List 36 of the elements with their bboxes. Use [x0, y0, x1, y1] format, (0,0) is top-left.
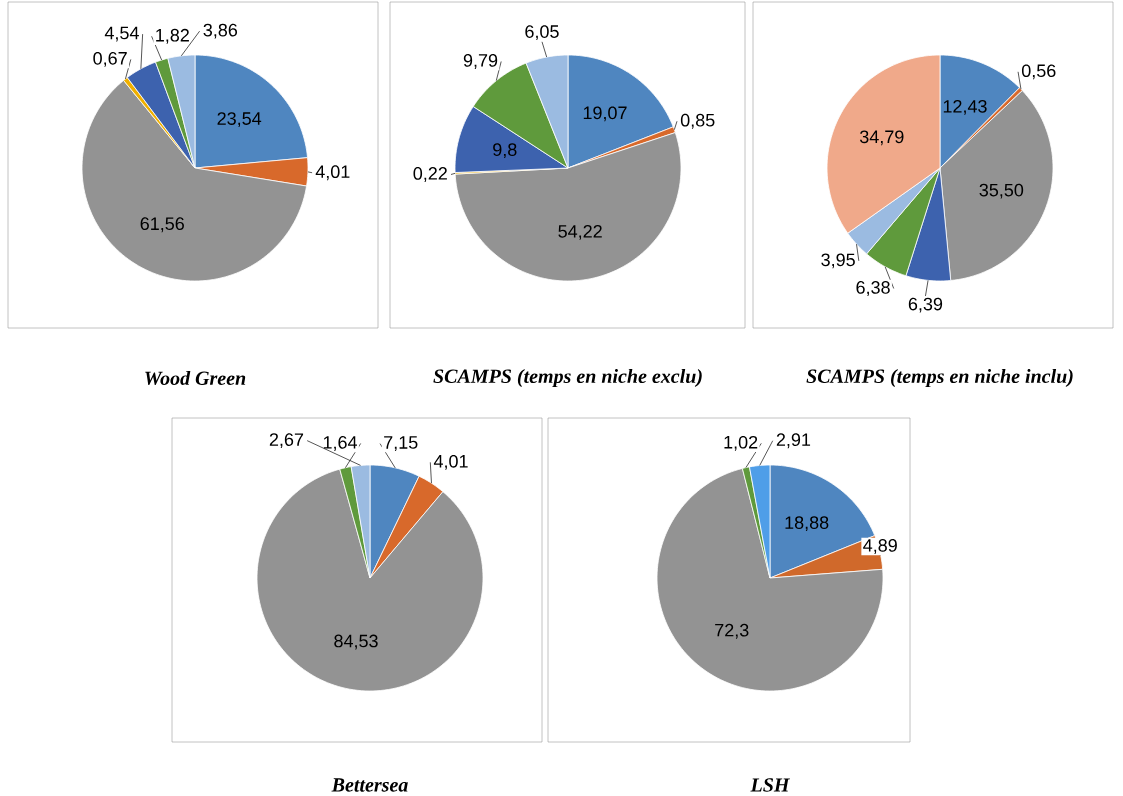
data-label: 4,54 — [104, 26, 139, 42]
data-label: 18,88 — [785, 516, 829, 532]
data-label: 3,95 — [821, 253, 855, 269]
data-label: 1,82 — [156, 28, 189, 44]
data-label: 9,8 — [493, 143, 517, 159]
data-label: 0,56 — [1021, 64, 1056, 80]
data-label: 84,53 — [334, 634, 378, 650]
data-label: 4,01 — [315, 165, 350, 181]
data-label: 35,50 — [979, 183, 1024, 199]
data-label: 6,38 — [856, 281, 890, 296]
data-label: 0,22 — [413, 167, 447, 182]
data-label: 72,3 — [715, 623, 749, 639]
data-label: 0,85 — [680, 113, 715, 129]
data-label: 1,02 — [724, 435, 758, 451]
data-label: 2,91 — [776, 433, 811, 449]
data-label: 54,22 — [558, 224, 602, 240]
text: Wood Green — [145, 370, 246, 386]
data-label: 9,79 — [463, 54, 498, 69]
data-label: 6,39 — [908, 297, 943, 313]
data-label: 7,15 — [384, 436, 418, 451]
text: Bettersea — [331, 778, 408, 792]
data-label: 4,01 — [433, 454, 468, 470]
data-label: 34,79 — [859, 130, 904, 146]
data-label: 61,56 — [140, 217, 184, 233]
data-label: 1,64 — [323, 436, 358, 451]
text: SCAMPS (temps en niche inclu) — [806, 368, 1073, 388]
text: LSH — [750, 778, 790, 792]
data-label: 6,05 — [525, 25, 559, 41]
text: SCAMPS (temps en niche exclu) — [433, 368, 702, 388]
data-label: 19,07 — [583, 106, 627, 122]
data-label: 0,67 — [93, 51, 127, 67]
data-label: 2,67 — [269, 433, 304, 449]
data-label: 12,43 — [943, 99, 987, 115]
data-label: 23,54 — [217, 112, 262, 128]
data-label: 3,86 — [203, 23, 238, 39]
data-label: 4,89 — [863, 539, 897, 554]
